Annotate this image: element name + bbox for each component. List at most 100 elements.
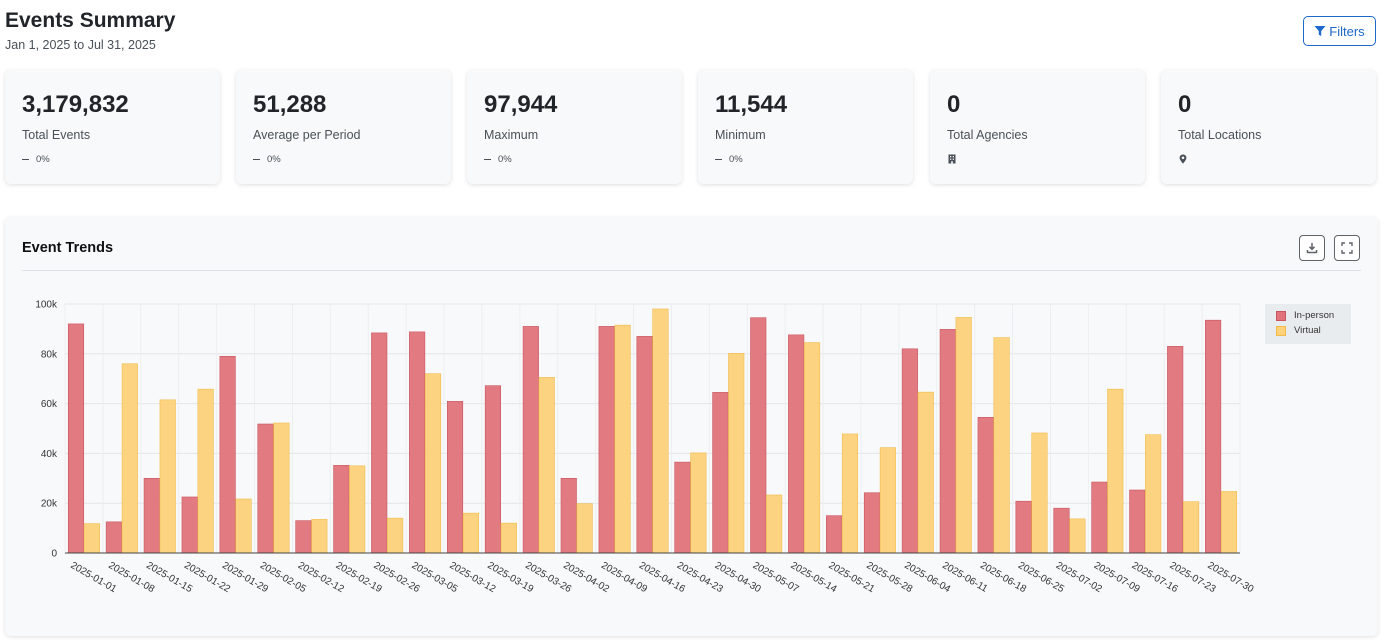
y-tick-label: 0 bbox=[51, 549, 57, 560]
stat-value: 51,288 bbox=[253, 91, 327, 118]
stat-change: 0% bbox=[22, 154, 50, 165]
bar-in-person bbox=[977, 416, 994, 554]
filters-button[interactable]: Filters bbox=[1303, 16, 1376, 46]
y-tick-label: 100k bbox=[35, 300, 58, 311]
bar-in-person bbox=[712, 392, 729, 554]
bar-virtual bbox=[83, 523, 100, 554]
bar-virtual bbox=[1031, 432, 1048, 554]
bar-virtual bbox=[841, 433, 859, 554]
bar-in-person bbox=[257, 423, 274, 554]
bar-in-person bbox=[863, 492, 881, 554]
bar-in-person bbox=[1091, 481, 1108, 554]
bar-virtual bbox=[728, 353, 745, 554]
legend-label: Virtual bbox=[1294, 325, 1321, 336]
stat-value: 0 bbox=[947, 91, 961, 118]
stat-change-value: 0% bbox=[267, 154, 281, 165]
bar-virtual bbox=[614, 324, 631, 554]
event-trends-chart: 020k40k60k80k100k2025-01-012025-01-08202… bbox=[35, 300, 1255, 596]
download-button[interactable] bbox=[1299, 235, 1325, 261]
legend-item-virtual[interactable]: Virtual bbox=[1276, 325, 1321, 336]
bar-virtual bbox=[1069, 518, 1086, 554]
stat-label: Total Events bbox=[22, 128, 91, 142]
stat-label: Total Agencies bbox=[947, 128, 1028, 142]
bar-virtual bbox=[917, 391, 934, 554]
building-icon bbox=[948, 154, 956, 164]
bar-virtual bbox=[1145, 434, 1162, 554]
bar-in-person bbox=[1015, 500, 1032, 554]
bar-virtual bbox=[993, 337, 1010, 554]
bar-virtual bbox=[538, 377, 555, 554]
bar-in-person bbox=[1167, 346, 1184, 554]
bar-virtual bbox=[1220, 491, 1238, 554]
dash-icon bbox=[484, 158, 491, 161]
bar-in-person bbox=[901, 348, 918, 554]
stat-label: Total Locations bbox=[1178, 128, 1262, 142]
legend-item-in-person[interactable]: In-person bbox=[1276, 310, 1334, 321]
date-range: Jan 1, 2025 to Jul 31, 2025 bbox=[5, 38, 156, 52]
bar-virtual bbox=[652, 308, 669, 554]
legend-swatch-virtual bbox=[1276, 325, 1286, 336]
bar-virtual bbox=[349, 465, 366, 554]
bar-virtual bbox=[690, 452, 707, 554]
bar-in-person bbox=[219, 355, 236, 554]
stat-value: 0 bbox=[1178, 91, 1192, 118]
bar-virtual bbox=[955, 317, 972, 554]
bar-virtual bbox=[462, 512, 479, 554]
legend-label: In-person bbox=[1294, 310, 1335, 321]
stat-change-value: 0% bbox=[498, 154, 512, 165]
bar-virtual bbox=[576, 503, 593, 554]
filter-icon bbox=[1314, 26, 1326, 36]
bar-in-person bbox=[67, 323, 85, 554]
stat-card-maximum: 97,944 Maximum 0% bbox=[467, 70, 682, 184]
bar-virtual bbox=[1183, 501, 1200, 554]
legend-swatch-in-person bbox=[1276, 310, 1286, 321]
bar-virtual bbox=[424, 373, 442, 554]
y-tick-label: 20k bbox=[41, 499, 58, 510]
bar-in-person bbox=[143, 477, 160, 554]
stat-value: 11,544 bbox=[715, 91, 788, 118]
y-tick-label: 60k bbox=[41, 399, 58, 410]
bar-virtual bbox=[235, 498, 252, 554]
bar-in-person bbox=[750, 317, 767, 554]
stat-change: 0% bbox=[253, 154, 281, 165]
bar-in-person bbox=[181, 496, 198, 554]
bar-virtual bbox=[311, 519, 328, 554]
bar-virtual bbox=[804, 342, 821, 554]
stat-label: Minimum bbox=[715, 128, 766, 142]
bar-in-person bbox=[371, 332, 388, 554]
bar-in-person bbox=[674, 461, 691, 554]
bar-in-person bbox=[788, 334, 805, 554]
chart-legend: In-person Virtual bbox=[1265, 304, 1351, 344]
stat-change: 0% bbox=[484, 154, 512, 165]
stat-card-average: 51,288 Average per Period 0% bbox=[236, 70, 451, 184]
bar-in-person bbox=[1129, 489, 1146, 554]
event-trends-card: 0 20k 40k 60k 80k 100k 2025-01-01 2025-01-08 202… bbox=[5, 217, 1378, 636]
bar-in-person bbox=[333, 465, 350, 554]
bar-virtual bbox=[879, 447, 896, 554]
y-tick-label: 40k bbox=[41, 449, 58, 460]
stat-label: Average per Period bbox=[253, 128, 361, 142]
bar-virtual bbox=[273, 422, 290, 554]
bar-in-person bbox=[1205, 319, 1222, 554]
bar-in-person bbox=[826, 515, 843, 554]
stat-change: 0% bbox=[715, 154, 743, 165]
bar-in-person bbox=[484, 385, 501, 554]
page-title: Events Summary bbox=[5, 9, 176, 32]
bar-virtual bbox=[766, 494, 783, 554]
bar-virtual bbox=[121, 363, 138, 554]
bar-virtual bbox=[500, 522, 517, 554]
y-tick-label: 80k bbox=[41, 349, 58, 360]
stat-card-total-agencies: 0 Total Agencies bbox=[930, 70, 1145, 184]
fullscreen-button[interactable] bbox=[1334, 235, 1360, 261]
location-pin-icon bbox=[1179, 154, 1187, 164]
chart-title: Event Trends bbox=[22, 240, 114, 256]
bar-virtual bbox=[387, 517, 404, 554]
dash-icon bbox=[22, 158, 29, 161]
bar-in-person bbox=[1053, 507, 1070, 554]
download-icon bbox=[1306, 243, 1318, 254]
stat-value: 3,179,832 bbox=[22, 91, 129, 118]
stat-change-value: 0% bbox=[36, 154, 50, 165]
bar-in-person bbox=[939, 329, 956, 554]
bar-in-person bbox=[446, 401, 464, 554]
stat-change-value: 0% bbox=[729, 154, 743, 165]
